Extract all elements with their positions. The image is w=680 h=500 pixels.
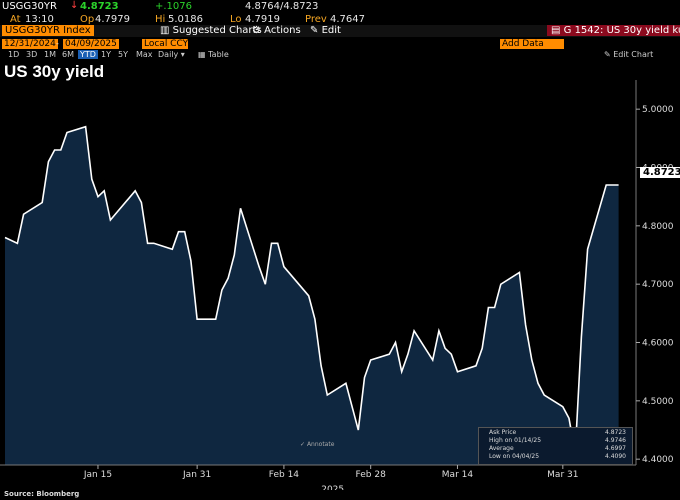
- currency-select[interactable]: Local CCY: [142, 39, 189, 49]
- suggested-charts-menu[interactable]: ▥ Suggested Charts: [160, 25, 262, 36]
- net-change: +.1076: [155, 1, 193, 12]
- page-title: G 1542: US 30y yield kurz: [563, 25, 680, 36]
- period-1d[interactable]: 1D: [8, 50, 20, 59]
- period-max[interactable]: Max: [136, 50, 153, 59]
- period-6m[interactable]: 6M: [62, 50, 74, 59]
- ticker-symbol[interactable]: USGG30YR: [2, 1, 57, 12]
- chevron-down-icon: ▾: [180, 50, 185, 59]
- table-label: Table: [208, 50, 229, 59]
- actions-menu[interactable]: ⚙ Actions: [252, 25, 301, 36]
- end-date-input[interactable]: 04/09/2025: [63, 39, 119, 49]
- high-value: 5.0186: [168, 14, 203, 25]
- x-tick-label: Jan 31: [182, 470, 211, 480]
- chart-icon: ▥: [160, 25, 173, 36]
- period-ytd[interactable]: YTD: [78, 50, 98, 59]
- quote-row-1: USGG30YR ↓ 4.8723 +.1076 4.8764/4.8723: [0, 0, 680, 14]
- at-value: 13:10: [25, 14, 54, 25]
- bid-ask: 4.8764/4.8723: [245, 1, 319, 12]
- legend-item-1: High on 01/14/25: [489, 437, 542, 444]
- range-dash: -: [56, 39, 59, 48]
- edit-label: Edit: [321, 25, 341, 36]
- x-tick-label: Feb 28: [356, 470, 387, 480]
- legend-value-1: 4.9746: [605, 437, 626, 444]
- edit-icon: ✎: [604, 50, 614, 59]
- legend-value-0: 4.8723: [605, 429, 626, 436]
- last-price: 4.8723: [80, 1, 119, 12]
- actions-label: Actions: [264, 25, 301, 36]
- period-5y[interactable]: 5Y: [118, 50, 128, 59]
- last-value-tag: 4.8723: [640, 167, 680, 178]
- edit-menu[interactable]: ✎ Edit: [310, 25, 341, 36]
- low-value: 4.7919: [245, 14, 280, 25]
- security-field[interactable]: USGG30YR Index: [2, 25, 94, 36]
- y-tick-label: 4.4000: [642, 455, 674, 465]
- x-tick-label: Mar 31: [547, 470, 578, 480]
- quote-row-2: At 13:10 Op 4.7979 Hi 5.0186 Lo 4.7919 P…: [0, 14, 680, 26]
- open-label: Op: [80, 14, 95, 25]
- x-tick-label: Mar 14: [442, 470, 474, 480]
- period-1m[interactable]: 1M: [44, 50, 56, 59]
- check-icon: ✓: [300, 441, 307, 448]
- range-row: 12/31/2024 - 04/09/2025 Local CCY Add Da…: [0, 38, 680, 50]
- legend-value-2: 4.6997: [605, 445, 626, 452]
- period-3d[interactable]: 3D: [26, 50, 38, 59]
- arrow-down-icon: ↓: [70, 0, 79, 11]
- annotate-label: Annotate: [306, 441, 335, 448]
- gear-icon: ⚙: [252, 25, 265, 36]
- annotate-button[interactable]: ✓ Annotate: [300, 441, 334, 448]
- legend-value-3: 4.4090: [605, 453, 626, 460]
- legend-box[interactable]: Ask Price 4.8723 High on 01/14/25 4.9746…: [478, 427, 633, 465]
- page-icon: ▤: [551, 25, 564, 36]
- suggested-charts-label: Suggested Charts: [172, 25, 262, 36]
- high-label: Hi: [155, 14, 166, 25]
- prev-value: 4.7647: [330, 14, 365, 25]
- table-button[interactable]: ▦ Table: [198, 50, 229, 59]
- x-tick-label: Jan 15: [83, 470, 112, 480]
- x-tick-label: Feb 14: [269, 470, 300, 480]
- chart-title: US 30y yield: [4, 62, 105, 81]
- start-date-input[interactable]: 12/31/2024: [2, 39, 58, 49]
- prev-label: Prev: [305, 14, 327, 25]
- y-tick-label: 4.8000: [642, 222, 674, 232]
- page-title-bar[interactable]: ▤ G 1542: US 30y yield kurz: [547, 25, 680, 36]
- edit-chart-button[interactable]: ✎ Edit Chart: [604, 50, 653, 59]
- toolbar: USGG30YR Index ▥ Suggested Charts ⚙ Acti…: [0, 25, 680, 37]
- edit-icon: ✎: [310, 25, 322, 36]
- edit-chart-label: Edit Chart: [613, 50, 654, 59]
- y-tick-label: 4.6000: [642, 339, 674, 349]
- period-1y[interactable]: 1Y: [101, 50, 111, 59]
- x-axis-title: 2025: [321, 485, 344, 490]
- legend-item-3: Low on 04/04/25: [489, 453, 540, 460]
- source-note: Source: Bloomberg: [4, 490, 80, 498]
- y-tick-label: 4.5000: [642, 397, 674, 407]
- at-label: At: [10, 14, 21, 25]
- y-tick-label: 4.7000: [642, 280, 674, 290]
- add-data-input[interactable]: Add Data: [500, 39, 564, 49]
- frequency-select[interactable]: Daily ▾: [158, 50, 185, 59]
- period-row: 1D 3D 1M 6M YTD 1Y 5Y Max Daily ▾ ▦ Tabl…: [0, 50, 680, 61]
- series-area: [5, 126, 619, 465]
- table-icon: ▦: [198, 50, 209, 59]
- frequency-label: Daily: [158, 50, 179, 59]
- y-tick-label: 5.0000: [642, 105, 674, 115]
- series-line: [4, 125, 619, 454]
- open-value: 4.7979: [95, 14, 130, 25]
- legend-item-2: Average: [489, 445, 514, 452]
- low-label: Lo: [230, 14, 242, 25]
- legend-item-0: Ask Price: [489, 429, 517, 436]
